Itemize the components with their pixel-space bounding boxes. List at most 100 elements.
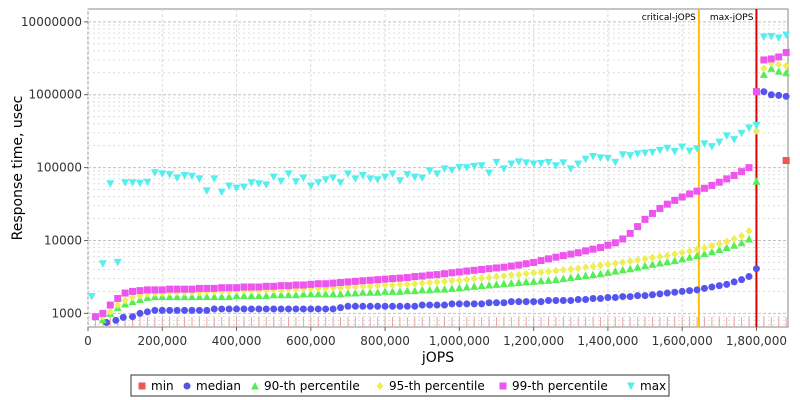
max-point: [395, 177, 404, 185]
median-point: [314, 305, 322, 313]
99-th-percentile-point: [418, 272, 426, 280]
99-th-percentile-point: [129, 287, 137, 295]
95-th-percentile-point: [604, 260, 612, 269]
reference-lines: critical-jOPS max-jOPS: [642, 9, 758, 327]
95-th-percentile-point: [544, 267, 552, 276]
90-th-percentile-point: [618, 265, 627, 274]
y-tick-label: 1000: [51, 306, 82, 320]
max-point: [618, 151, 627, 159]
95-th-percentile-point: [775, 60, 783, 69]
90-th-percentile-point: [284, 290, 293, 299]
max-point: [217, 188, 226, 197]
median-point: [247, 305, 255, 313]
max-point: [566, 165, 575, 173]
max-point: [403, 171, 412, 179]
95-th-percentile-point: [678, 248, 686, 257]
min-point: [782, 157, 790, 165]
max-point: [269, 173, 278, 182]
max-point: [225, 182, 234, 190]
max-point: [603, 154, 612, 163]
99-th-percentile-point: [411, 273, 419, 281]
90-th-percentile-point: [655, 259, 664, 267]
max-point: [507, 160, 516, 169]
90-th-percentile-point: [225, 292, 234, 301]
90-th-percentile-point: [700, 249, 709, 258]
95-th-percentile-point: [715, 239, 723, 248]
max-point: [611, 158, 620, 167]
99-th-percentile-point: [767, 55, 775, 63]
95-th-percentile-point: [403, 280, 411, 289]
90-th-percentile-point: [306, 289, 315, 298]
95-th-percentile-point: [492, 272, 500, 281]
95-th-percentile-point: [738, 232, 746, 241]
99-th-percentile-point: [752, 88, 760, 96]
95-th-percentile-point: [366, 282, 374, 291]
99-th-percentile-point: [403, 274, 411, 282]
max-point: [589, 153, 598, 161]
95-th-percentile-point: [708, 242, 716, 251]
90-th-percentile-point: [180, 292, 189, 301]
90-th-percentile-point: [499, 279, 508, 288]
median-point: [641, 292, 649, 300]
max-point: [87, 293, 96, 301]
max-point: [195, 175, 204, 183]
x-tick-label: 0: [84, 334, 92, 348]
90-th-percentile-point: [626, 264, 635, 273]
99-th-percentile-point: [656, 204, 664, 212]
median-point: [500, 299, 508, 307]
95-th-percentile-point: [723, 237, 731, 246]
median-point: [151, 306, 159, 314]
max-point: [678, 143, 687, 151]
median-point: [440, 301, 448, 309]
legend-marker: [138, 382, 146, 390]
max-point: [544, 158, 553, 167]
max-point: [767, 32, 776, 41]
median-point: [552, 297, 560, 305]
max-point: [277, 177, 286, 186]
90-th-percentile-point: [217, 292, 226, 301]
95-th-percentile-point: [485, 273, 493, 282]
max-point: [247, 179, 256, 187]
90-th-percentile-point: [641, 261, 650, 270]
max-point: [596, 154, 605, 162]
median-point: [359, 302, 367, 310]
99-th-percentile-point: [396, 274, 404, 282]
max-point: [551, 162, 560, 170]
median-point: [233, 305, 241, 313]
max-point: [410, 173, 419, 182]
95-th-percentile-point: [507, 271, 515, 280]
y-tick-label: 1000000: [29, 88, 82, 102]
90-th-percentile-point: [381, 287, 390, 295]
x-tick-label: 800,000: [360, 334, 410, 348]
99-th-percentile-point: [314, 280, 322, 288]
99-th-percentile-point: [233, 284, 241, 292]
90-th-percentile-point: [254, 291, 263, 300]
90-th-percentile-point: [455, 283, 464, 292]
median-point: [596, 294, 604, 302]
90-th-percentile-point: [433, 285, 442, 293]
95-th-percentile-point: [589, 262, 597, 271]
max-point: [774, 34, 783, 43]
median-point: [752, 265, 760, 273]
90-th-percentile-point: [648, 260, 657, 268]
x-tick-label: 200,000: [137, 334, 187, 348]
max-point: [707, 143, 716, 151]
90-th-percentile-point: [373, 288, 382, 296]
y-axis-ticks: 1000 10000 100000 1000000 10000000: [21, 15, 88, 320]
99-th-percentile-point: [589, 245, 597, 253]
90-th-percentile-point: [202, 292, 211, 301]
max-point: [447, 166, 456, 175]
max-point: [143, 178, 152, 187]
90-th-percentile-point: [351, 289, 360, 297]
max-point: [239, 183, 248, 192]
99-th-percentile-point: [143, 286, 151, 294]
99-th-percentile-point: [292, 281, 300, 289]
max-point: [202, 187, 211, 195]
95-th-percentile-point: [693, 245, 701, 254]
95-th-percentile-point: [418, 279, 426, 288]
95-th-percentile-point: [515, 270, 523, 279]
95-th-percentile-point: [537, 268, 545, 277]
max-point: [648, 148, 657, 157]
90-th-percentile-point: [581, 271, 590, 280]
99-th-percentile-point: [166, 285, 174, 293]
